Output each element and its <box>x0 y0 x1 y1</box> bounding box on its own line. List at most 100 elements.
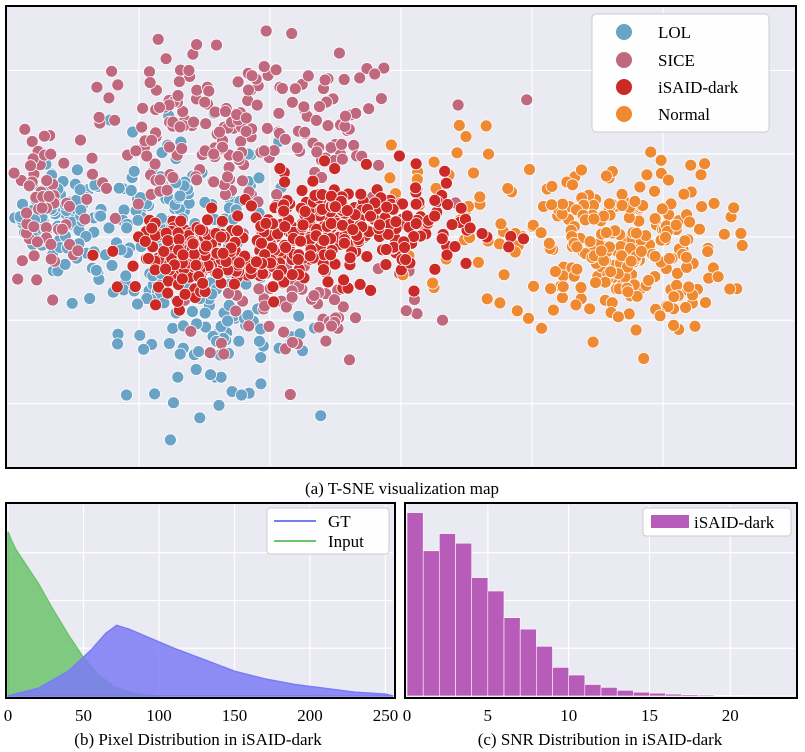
tsne-point-isaid-dark <box>317 263 331 277</box>
tsne-point-sice <box>269 63 283 77</box>
tsne-point-normal <box>680 250 693 264</box>
tsne-point-normal <box>510 304 524 318</box>
tsne-point-isaid-dark <box>294 234 308 248</box>
pixel-x-tick-2: 100 <box>146 706 172 725</box>
legend-label-gt: GT <box>328 512 351 531</box>
tsne-point-normal <box>426 276 440 290</box>
tsne-point-normal <box>549 265 562 279</box>
tsne-point-sice <box>63 199 76 213</box>
tsne-point-sice <box>27 220 41 234</box>
tsne-point-normal <box>629 323 643 337</box>
tsne-point-normal <box>615 249 628 263</box>
pixel-x-ticks: 0 50 100 150 200 250 <box>4 706 399 725</box>
tsne-point-sice <box>410 307 424 321</box>
tsne-point-sice <box>332 46 346 60</box>
tsne-point-lol <box>166 321 180 335</box>
tsne-point-isaid-dark <box>438 164 452 178</box>
tsne-point-sice <box>40 174 54 188</box>
tsne-point-sice <box>321 119 335 132</box>
tsne-point-sice <box>105 64 118 78</box>
tsne-point-isaid-dark <box>318 154 331 168</box>
tsne-point-isaid-dark <box>291 252 305 266</box>
tsne-point-sice <box>257 144 271 158</box>
tsne-point-normal <box>688 319 702 333</box>
tsne-point-sice <box>86 167 99 181</box>
tsne-point-sice <box>135 120 149 134</box>
tsne-panel: LOL SICE iSAID-dark Normal <box>5 5 797 469</box>
tsne-point-sice <box>213 125 226 139</box>
tsne-point-lol <box>131 213 145 227</box>
tsne-point-sice <box>46 293 60 307</box>
snr-x-tick-3: 15 <box>641 706 658 725</box>
tsne-point-sice <box>140 149 154 163</box>
tsne-point-normal <box>583 235 597 249</box>
tsne-point-isaid-dark <box>399 253 413 267</box>
tsne-point-lol <box>83 292 97 305</box>
tsne-point-normal <box>569 298 583 312</box>
tsne-point-isaid-dark <box>149 298 163 312</box>
tsne-point-sice <box>44 252 58 266</box>
tsne-point-sice <box>175 142 189 155</box>
tsne-point-normal <box>642 273 655 287</box>
legend-marker-isaid-dark <box>616 79 632 95</box>
tsne-point-lol <box>167 396 180 410</box>
tsne-point-sice <box>102 91 116 105</box>
tsne-point-normal <box>628 194 642 208</box>
tsne-point-normal <box>473 190 487 204</box>
tsne-point-normal <box>556 291 569 305</box>
tsne-point-normal <box>493 296 507 310</box>
tsne-point-sice <box>337 73 351 86</box>
tsne-point-isaid-dark <box>504 230 518 243</box>
tsne-point-lol <box>252 171 266 185</box>
tsne-point-isaid-dark <box>448 240 462 254</box>
tsne-point-normal <box>594 244 608 258</box>
tsne-point-isaid-dark <box>321 275 335 289</box>
snr-x-ticks: 0 5 10 15 20 <box>403 706 739 725</box>
tsne-point-sice <box>252 282 266 296</box>
tsne-point-sice <box>318 73 332 87</box>
tsne-point-sice <box>153 173 167 187</box>
tsne-point-normal <box>535 321 548 335</box>
tsne-point-sice <box>262 319 276 333</box>
tsne-point-sice <box>301 69 315 83</box>
tsne-point-isaid-dark <box>273 162 287 175</box>
tsne-point-sice <box>151 32 165 46</box>
tsne-point-isaid-dark <box>285 268 299 282</box>
legend-label-lol: LOL <box>658 23 691 42</box>
snr-bar <box>713 695 731 697</box>
tsne-point-normal <box>655 202 669 216</box>
tsne-point-lol <box>221 314 235 328</box>
tsne-point-sice <box>55 222 69 236</box>
tsne-legend: LOL SICE iSAID-dark Normal <box>591 13 770 133</box>
snr-bar <box>471 577 489 697</box>
tsne-point-sice <box>24 159 37 173</box>
tsne-point-sice <box>11 272 25 286</box>
tsne-point-normal <box>603 197 616 211</box>
snr-bar <box>422 550 440 697</box>
tsne-point-sice <box>190 173 204 187</box>
tsne-point-lol <box>131 297 144 311</box>
tsne-point-lol <box>189 363 203 376</box>
tsne-point-lol <box>65 296 79 310</box>
tsne-point-sice <box>231 149 245 163</box>
tsne-point-normal <box>678 234 692 248</box>
tsne-point-sice <box>216 140 229 154</box>
tsne-point-isaid-dark <box>174 214 188 228</box>
tsne-point-isaid-dark <box>409 197 423 211</box>
tsne-point-sice <box>214 336 228 350</box>
tsne-point-sice <box>57 156 71 170</box>
snr-x-tick-2: 10 <box>560 706 577 725</box>
tsne-point-sice <box>136 101 150 115</box>
tsne-point-isaid-dark <box>231 209 245 223</box>
tsne-point-isaid-dark <box>353 277 367 291</box>
tsne-point-sice <box>310 145 324 159</box>
tsne-point-lol <box>292 309 306 323</box>
tsne-point-sice <box>298 125 312 139</box>
tsne-point-normal <box>545 179 559 193</box>
tsne-point-normal <box>575 163 588 177</box>
tsne-point-normal <box>701 245 715 259</box>
tsne-point-sice <box>184 324 198 338</box>
tsne-point-lol <box>94 209 107 223</box>
tsne-point-normal <box>662 173 675 187</box>
tsne-point-normal <box>682 280 696 294</box>
